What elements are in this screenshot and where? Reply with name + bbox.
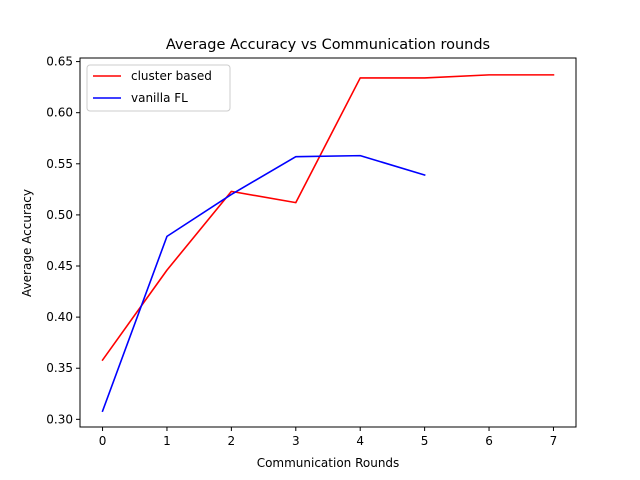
x-tick-label: 6 <box>485 434 493 448</box>
x-tick-label: 0 <box>99 434 107 448</box>
legend-box <box>86 64 231 112</box>
chart-title: Average Accuracy vs Communication rounds <box>166 37 490 53</box>
y-tick-label: 0.60 <box>46 106 73 120</box>
y-tick-label: 0.45 <box>46 259 73 273</box>
y-tick-label: 0.55 <box>46 157 73 171</box>
y-tick-label: 0.50 <box>46 208 73 222</box>
x-tick-label: 7 <box>550 434 558 448</box>
y-tick-label: 0.65 <box>46 55 73 69</box>
y-tick-label: 0.40 <box>46 310 73 324</box>
plot-area <box>101 74 555 413</box>
x-tick-label: 4 <box>356 434 364 448</box>
x-axis: 0 1 2 3 4 5 6 7 <box>99 427 558 448</box>
x-tick-label: 5 <box>421 434 429 448</box>
series-line-2 <box>101 154 426 413</box>
y-axis-title: Average Accuracy <box>20 189 34 297</box>
y-axis: 0.30 0.35 0.40 0.45 0.50 0.55 0.60 0.65 <box>46 55 80 426</box>
legend: cluster based vanilla FL <box>86 64 231 112</box>
legend-label: vanilla FL <box>131 91 188 105</box>
y-tick-label: 0.35 <box>46 361 73 375</box>
legend-label: cluster based <box>131 69 212 83</box>
x-axis-title: Communication Rounds <box>257 456 400 470</box>
x-tick-label: 2 <box>228 434 236 448</box>
plot-frame <box>79 57 577 428</box>
x-tick-label: 1 <box>163 434 171 448</box>
x-tick-label: 3 <box>292 434 300 448</box>
y-tick-label: 0.30 <box>46 412 73 426</box>
series-line-1 <box>101 74 555 362</box>
